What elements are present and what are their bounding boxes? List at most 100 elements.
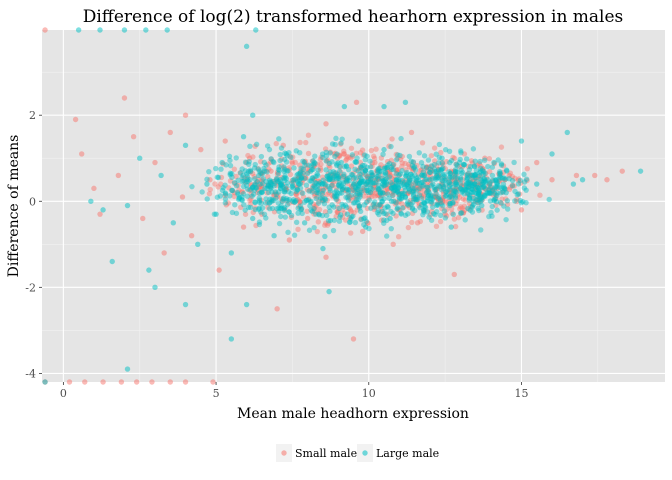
- scatter-point: [496, 184, 503, 191]
- scatter-point: [313, 173, 319, 180]
- scatter-point: [405, 211, 411, 217]
- scatter-point: [239, 197, 245, 204]
- scatter-point: [498, 174, 504, 181]
- scatter-point: [355, 182, 361, 189]
- scatter-point: [421, 172, 428, 179]
- scatter-point: [498, 200, 505, 207]
- scatter-point: [403, 182, 410, 188]
- scatter-point: [460, 181, 467, 187]
- scatter-point: [389, 136, 395, 142]
- scatter-point: [443, 159, 450, 165]
- scatter-point: [305, 197, 312, 203]
- scatter-point: [431, 166, 438, 172]
- scatter-point: [274, 182, 280, 189]
- scatter-point: [570, 181, 577, 187]
- scatter-point: [278, 145, 285, 151]
- scatter-point: [470, 146, 477, 152]
- scatter-point: [327, 217, 334, 224]
- scatter-point: [496, 173, 503, 179]
- scatter-point: [363, 218, 370, 224]
- scatter-point: [366, 197, 373, 203]
- scatter-point: [317, 179, 323, 186]
- scatter-point: [265, 173, 271, 180]
- scatter-point: [482, 178, 488, 184]
- scatter-point: [472, 198, 479, 204]
- scatter-point: [409, 206, 416, 212]
- scatter-point: [406, 175, 412, 181]
- scatter-point: [264, 190, 270, 196]
- scatter-point: [405, 199, 411, 205]
- scatter-point: [377, 201, 383, 208]
- scatter-point: [334, 204, 341, 210]
- scatter-point: [308, 198, 314, 205]
- scatter-point: [375, 176, 382, 182]
- scatter-point: [453, 181, 459, 187]
- scatter-point: [369, 172, 375, 179]
- scatter-point: [478, 196, 484, 202]
- scatter-point: [337, 173, 343, 179]
- scatter-point: [232, 180, 238, 187]
- scatter-point: [392, 187, 399, 193]
- scatter-point: [149, 379, 155, 385]
- scatter-point: [343, 163, 350, 170]
- scatter-point: [549, 151, 555, 157]
- scatter-point: [384, 203, 391, 210]
- scatter-point: [217, 193, 224, 199]
- scatter-point: [303, 175, 309, 181]
- scatter-point: [390, 182, 397, 189]
- y-tick-label: 2: [29, 109, 36, 122]
- x-tick-label: 15: [514, 387, 528, 400]
- scatter-point: [362, 171, 368, 177]
- scatter-point: [235, 182, 241, 188]
- scatter-point: [391, 161, 397, 167]
- scatter-point: [354, 167, 360, 174]
- scatter-point: [297, 198, 303, 205]
- scatter-point: [462, 186, 468, 192]
- scatter-point: [449, 175, 455, 181]
- scatter-point: [329, 182, 335, 189]
- scatter-point: [276, 205, 282, 211]
- scatter-point: [215, 184, 221, 190]
- scatter-point: [277, 157, 283, 164]
- scatter-point: [227, 162, 234, 169]
- x-axis-title: Mean male headhorn expression: [237, 406, 469, 422]
- scatter-point: [382, 172, 388, 178]
- scatter-point: [487, 190, 493, 197]
- scatter-point: [288, 190, 294, 197]
- scatter-point: [267, 183, 274, 190]
- scatter-point: [259, 176, 265, 183]
- scatter-point: [304, 197, 310, 203]
- scatter-point: [279, 198, 286, 205]
- scatter-point: [328, 172, 334, 178]
- scatter-point: [246, 161, 252, 167]
- scatter-point: [345, 197, 352, 203]
- scatter-point: [421, 200, 428, 206]
- scatter-point: [402, 187, 409, 193]
- scatter-point: [318, 161, 324, 167]
- scatter-point: [393, 151, 399, 158]
- scatter-point: [493, 184, 500, 190]
- scatter-point: [389, 192, 396, 198]
- scatter-point: [386, 160, 393, 167]
- scatter-point: [513, 198, 520, 205]
- scatter-point: [395, 167, 401, 173]
- scatter-point: [336, 175, 342, 181]
- scatter-point: [344, 156, 350, 162]
- scatter-point: [449, 174, 455, 180]
- scatter-point: [366, 177, 372, 183]
- scatter-point: [319, 212, 326, 219]
- scatter-point: [415, 177, 422, 183]
- scatter-point: [438, 176, 444, 182]
- scatter-point: [475, 189, 482, 196]
- scatter-point: [246, 155, 253, 161]
- scatter-point: [378, 155, 385, 161]
- scatter-point: [346, 154, 352, 160]
- scatter-point: [468, 157, 475, 164]
- scatter-point: [439, 159, 445, 166]
- scatter-point: [434, 175, 440, 181]
- scatter-point: [357, 164, 364, 170]
- scatter-point: [281, 206, 287, 212]
- scatter-point: [374, 168, 380, 174]
- scatter-point: [447, 170, 454, 177]
- scatter-point: [401, 204, 407, 211]
